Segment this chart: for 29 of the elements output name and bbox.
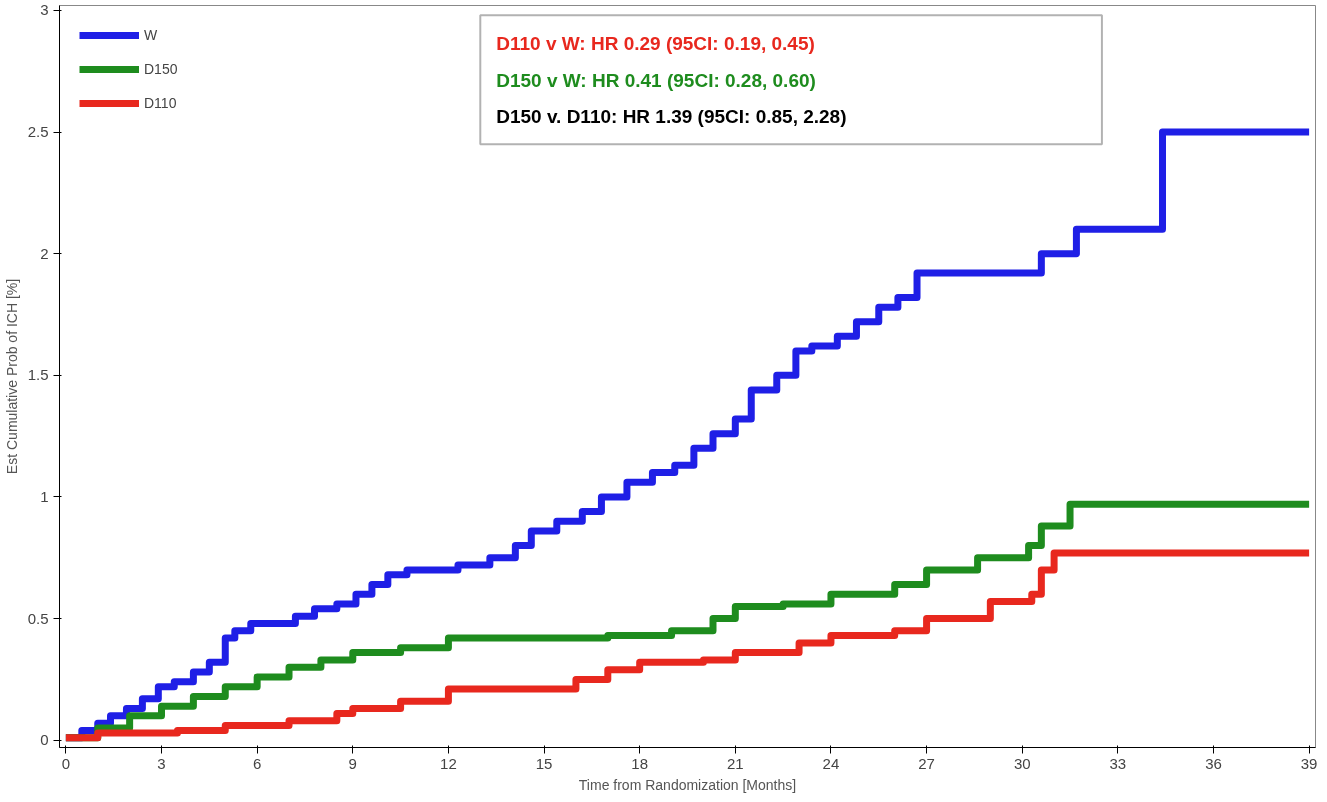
x-tick-label: 30 bbox=[1013, 754, 1031, 772]
legend-label: D150 bbox=[144, 61, 178, 77]
y-tick-label: 2.5 bbox=[27, 123, 49, 140]
x-tick-label: 39 bbox=[1300, 754, 1318, 772]
y-tick-label: 2 bbox=[40, 244, 49, 262]
x-tick-label: 0 bbox=[61, 754, 71, 772]
x-tick-label: 15 bbox=[535, 754, 553, 772]
legend-label: D110 bbox=[144, 95, 177, 111]
annotation: D110 v W: HR 0.29 (95CI: 0.19, 0.45) bbox=[496, 33, 815, 55]
x-tick-label: 33 bbox=[1109, 754, 1127, 772]
x-axis-title: Time from Randomization [Months] bbox=[578, 776, 797, 793]
y-tick-label: 3 bbox=[40, 1, 49, 19]
y-tick-label: 0.5 bbox=[27, 609, 49, 627]
legend-label: W bbox=[144, 27, 159, 43]
y-tick-label: 1 bbox=[40, 487, 49, 505]
x-tick-label: 3 bbox=[157, 754, 166, 772]
y-axis-title: Est Cumulative Prob of ICH [%] bbox=[3, 278, 20, 475]
x-tick-label: 27 bbox=[918, 754, 935, 772]
x-tick-label: 9 bbox=[348, 754, 357, 772]
x-tick-label: 21 bbox=[726, 754, 744, 772]
x-tick-label: 18 bbox=[631, 754, 649, 772]
x-tick-label: 12 bbox=[440, 754, 457, 772]
x-tick-label: 24 bbox=[822, 754, 840, 772]
y-tick-label: 0 bbox=[40, 731, 49, 749]
x-tick-label: 36 bbox=[1205, 754, 1222, 772]
annotation: D150 v. D110: HR 1.39 (95CI: 0.85, 2.28) bbox=[496, 106, 847, 128]
x-tick-label: 6 bbox=[252, 754, 262, 772]
y-tick-label: 1.5 bbox=[27, 366, 49, 384]
annotation: D150 v W: HR 0.41 (95CI: 0.28, 0.60) bbox=[496, 69, 816, 91]
